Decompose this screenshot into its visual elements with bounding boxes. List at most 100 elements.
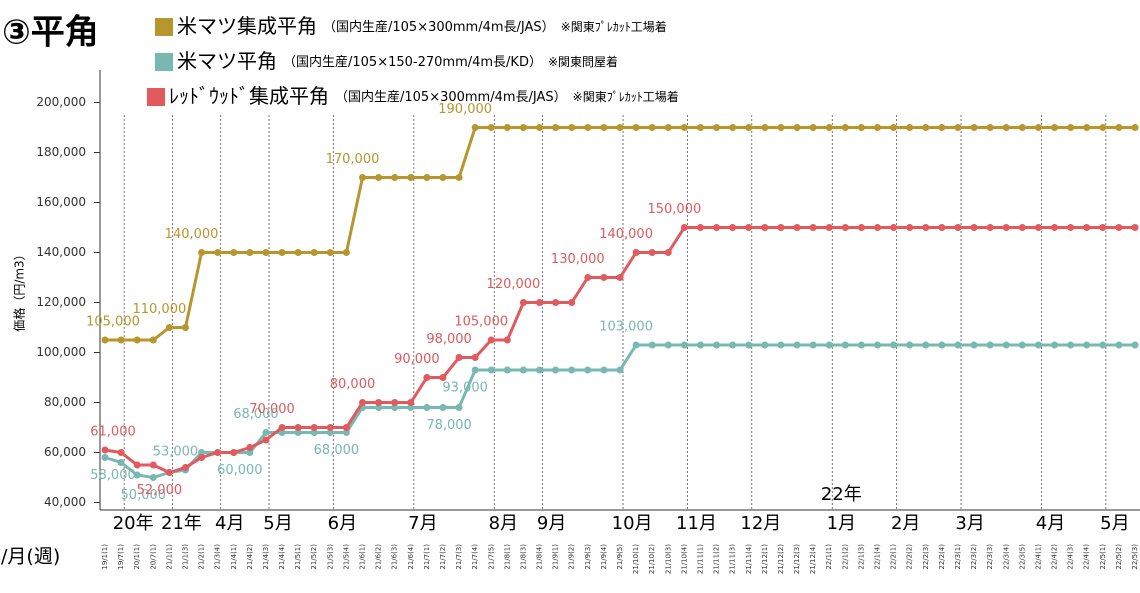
data-point — [1018, 124, 1026, 131]
x-tick-label: 22/1(4) — [874, 544, 882, 570]
data-point — [696, 341, 704, 349]
data-point — [568, 124, 576, 131]
data-point — [1115, 224, 1123, 231]
y-axis-label: 価格（円/m3） — [12, 248, 27, 331]
x-tick-label: 21/9(3) — [584, 544, 592, 570]
data-label: 70,000 — [249, 402, 295, 417]
data-point — [294, 249, 302, 256]
data-point — [906, 341, 914, 349]
data-point — [342, 424, 350, 431]
data-point — [761, 224, 769, 231]
data-label: 52,000 — [137, 483, 183, 498]
month-label: 5月 — [1100, 513, 1129, 534]
legend-spec: （国内生産/105×150-270mm/4m長/KD） — [283, 54, 542, 70]
data-point — [133, 336, 141, 344]
year-label: 22年 — [821, 484, 862, 505]
data-point — [391, 174, 399, 181]
data-point — [423, 374, 431, 381]
data-point — [375, 404, 383, 411]
y-tick-label: 80,000 — [44, 395, 86, 409]
data-point — [1131, 341, 1139, 349]
data-point — [198, 454, 206, 461]
x-tick-label: 21/11(4) — [745, 544, 753, 574]
legend-spec: （国内生産/105×300mm/4m長/JAS） — [335, 89, 567, 105]
x-tick-label: 21/7(2) — [439, 544, 447, 570]
data-point — [310, 429, 318, 436]
data-point — [713, 124, 721, 131]
data-point — [970, 124, 978, 131]
month-label: 21年 — [161, 513, 202, 534]
data-point — [423, 174, 431, 181]
data-point — [954, 124, 962, 131]
y-tick-label: 200,000 — [36, 95, 86, 109]
x-tick-label: 21/8(3) — [519, 544, 527, 570]
data-point — [342, 249, 350, 256]
data-point — [165, 469, 173, 476]
data-label: 105,000 — [454, 315, 508, 330]
month-label: 6月 — [328, 513, 357, 534]
data-point — [970, 341, 978, 349]
legend-name: 米マツ平角 — [177, 49, 277, 73]
x-tick-label: 21/4(4) — [278, 544, 286, 570]
data-point — [841, 341, 849, 349]
x-tick-label: 21/12(2) — [777, 544, 785, 574]
data-point — [938, 341, 946, 349]
legend-label: ﾚｯﾄﾞｳｯﾄﾞ集成平角 （国内生産/105×300mm/4m長/JAS） ※関東ﾌ… — [169, 84, 679, 108]
data-point — [761, 124, 769, 131]
data-point — [906, 224, 914, 231]
data-label: 68,000 — [233, 407, 279, 422]
x-tick-label: 21/1(3) — [181, 544, 189, 570]
data-point — [1051, 124, 1059, 131]
data-point — [246, 444, 254, 451]
data-point — [503, 124, 511, 131]
month-label: 9月 — [537, 513, 566, 534]
data-point — [198, 449, 206, 456]
data-point — [857, 341, 865, 349]
data-point — [101, 454, 109, 461]
data-point — [713, 341, 721, 349]
y-tick-label: 140,000 — [36, 245, 86, 259]
data-point — [874, 224, 881, 231]
data-point — [1002, 341, 1010, 349]
data-point — [584, 124, 592, 131]
data-point — [874, 124, 881, 131]
data-point — [664, 249, 672, 256]
x-tick-label: 21/10(4) — [680, 544, 688, 574]
data-point — [310, 424, 318, 431]
x-tick-label: 21/10(2) — [648, 544, 656, 574]
data-point — [664, 124, 672, 131]
series-line — [104, 226, 1135, 475]
data-point — [1115, 124, 1123, 131]
x-tick-label: 21/7(4) — [471, 544, 479, 570]
data-label: 61,000 — [90, 425, 136, 440]
month-label: 2月 — [891, 513, 920, 534]
x-tick-label: 21/4(1) — [230, 544, 238, 570]
y-tick-label: 160,000 — [36, 195, 86, 209]
legend-note: ※関東ﾌﾟﾚｶｯﾄ工場着 — [561, 19, 667, 34]
legend-swatch — [155, 18, 173, 36]
month-label: 7月 — [408, 513, 437, 534]
data-point — [616, 124, 624, 131]
data-point — [149, 474, 157, 481]
data-label: 110,000 — [132, 302, 186, 317]
x-tick-label: 22/4(2) — [1051, 544, 1059, 570]
data-point — [503, 366, 511, 374]
data-label: 98,000 — [426, 332, 472, 347]
y-tick-label: 40,000 — [44, 495, 86, 509]
data-point — [552, 366, 560, 374]
data-point — [857, 124, 865, 131]
data-point — [326, 249, 334, 256]
data-point — [825, 124, 833, 131]
data-point — [1099, 341, 1107, 349]
data-point — [616, 366, 624, 374]
data-point — [793, 124, 801, 131]
data-point — [149, 336, 157, 344]
data-point — [825, 341, 833, 349]
x-tick-label: 21/8(1) — [503, 544, 511, 570]
x-tick-label: 22/5(1) — [1099, 544, 1107, 570]
data-point — [1051, 224, 1059, 231]
data-label: 93,000 — [442, 381, 488, 396]
x-tick-label: 22/1(3) — [857, 544, 865, 570]
data-point — [568, 366, 576, 374]
